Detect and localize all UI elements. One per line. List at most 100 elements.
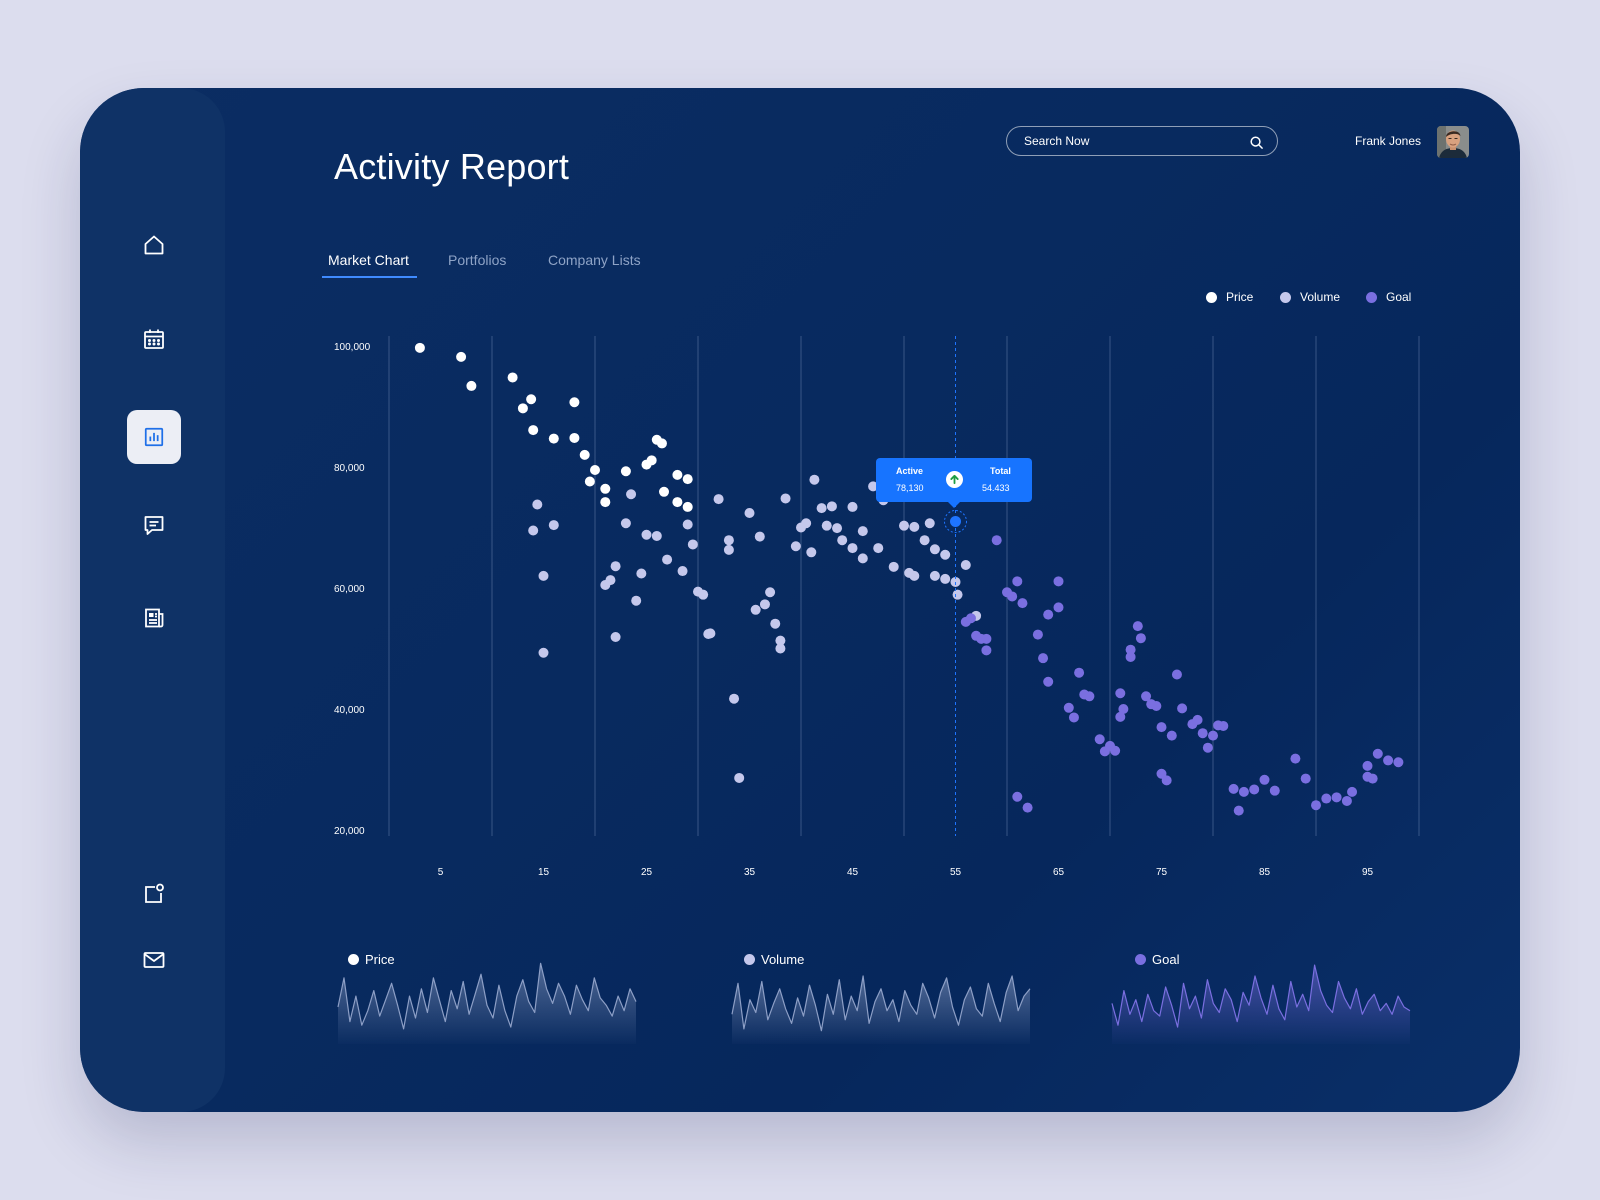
sidebar-item-messages[interactable] — [127, 498, 181, 552]
avatar[interactable] — [1437, 126, 1469, 158]
legend-label-price: Price — [1226, 290, 1254, 304]
sidebar-item-notifications[interactable] — [127, 867, 181, 921]
mini-chart-line-goal — [1111, 964, 1411, 1028]
volume-point — [790, 541, 801, 552]
price-point — [672, 469, 683, 480]
x-tick-label: 85 — [1259, 867, 1271, 878]
mini-chart-area-price — [338, 963, 636, 1044]
tab-market-chart[interactable]: Market Chart — [328, 252, 409, 268]
goal-point — [1228, 783, 1239, 794]
mini-chart-area-goal — [1112, 965, 1410, 1044]
x-tick-label: 15 — [538, 867, 550, 878]
goal-point — [1238, 786, 1249, 797]
goal-point — [1383, 755, 1394, 766]
volume-point — [940, 573, 951, 584]
price-point — [672, 497, 683, 508]
volume-point — [909, 521, 920, 532]
volume-point — [754, 531, 765, 542]
goal-point — [1197, 728, 1208, 739]
x-tick-label: 25 — [641, 867, 653, 878]
goal-point — [1038, 653, 1049, 664]
x-tick-label: 35 — [744, 867, 756, 878]
sidebar-item-calendar[interactable] — [127, 312, 181, 366]
goal-point — [1151, 700, 1162, 711]
goal-point — [1125, 644, 1136, 655]
tab-portfolios[interactable]: Portfolios — [448, 252, 507, 268]
volume-point — [826, 501, 837, 512]
y-tick-label: 80,000 — [334, 463, 365, 474]
volume-point — [775, 635, 786, 646]
price-dot — [348, 954, 359, 965]
volume-point — [744, 507, 755, 518]
dashboard-window: Activity Report Frank Jones Market Chart… — [80, 88, 1520, 1112]
volume-point — [952, 589, 963, 600]
price-point — [682, 501, 693, 512]
price-point — [517, 403, 528, 414]
goal-point — [1053, 602, 1064, 613]
volume-point — [801, 518, 812, 529]
volume-point — [620, 518, 631, 529]
price-point — [656, 438, 667, 449]
legend-label-goal: Goal — [1386, 290, 1412, 304]
volume-point — [940, 549, 951, 560]
goal-point — [1311, 800, 1321, 811]
goal-point — [1022, 802, 1033, 813]
volume-point — [734, 772, 745, 783]
sidebar-item-mail[interactable] — [127, 933, 181, 987]
volume-point — [626, 489, 637, 500]
goal-point — [1177, 703, 1188, 714]
x-tick-label: 55 — [950, 867, 962, 878]
notification-icon — [145, 883, 164, 903]
goal-point — [1141, 691, 1152, 702]
goal-point — [1233, 805, 1244, 816]
volume-point — [610, 632, 621, 643]
volume-point — [888, 561, 899, 572]
goal-point — [1156, 722, 1167, 733]
goal-dot — [1135, 954, 1146, 965]
goal-dot — [1366, 291, 1377, 303]
x-tick-label: 5 — [438, 867, 444, 878]
volume-point — [919, 535, 930, 546]
goal-point — [1362, 760, 1373, 771]
price-point — [456, 351, 467, 362]
mini-chart-title-price: Price — [365, 952, 395, 967]
goal-point — [1259, 774, 1270, 785]
mini-chart-line-price — [337, 962, 637, 1030]
x-tick-label: 65 — [1053, 867, 1065, 878]
sidebar-item-documents[interactable] — [127, 591, 181, 645]
volume-point — [605, 575, 616, 586]
mini-chart-label-goal: Goal — [1135, 952, 1179, 967]
volume-point — [750, 604, 761, 615]
user-name[interactable]: Frank Jones — [1355, 134, 1422, 148]
goal-point — [1007, 591, 1018, 602]
goal-point — [1171, 669, 1182, 680]
price-point — [414, 342, 425, 353]
goal-point — [1372, 748, 1383, 759]
goal-point — [1341, 795, 1352, 806]
sidebar — [80, 88, 225, 1112]
goal-point — [1012, 791, 1023, 802]
goal-point — [1084, 691, 1095, 702]
goal-point — [965, 613, 976, 624]
tab-company-lists[interactable]: Company Lists — [548, 252, 641, 268]
mini-chart-area-volume — [732, 976, 1030, 1044]
volume-point — [868, 481, 879, 492]
search-input[interactable] — [1022, 133, 1246, 149]
volume-point — [775, 643, 786, 654]
scatter-chart: 5 15 25 35 45 55 65 75 85 95 100,000 80,000 60,000 40… — [334, 336, 1420, 1044]
sidebar-item-home[interactable] — [127, 218, 181, 272]
price-point — [526, 394, 537, 405]
search-button[interactable] — [1247, 133, 1265, 151]
volume-point — [899, 520, 909, 531]
sidebar-item-reports[interactable] — [127, 410, 181, 464]
home-icon — [144, 235, 164, 255]
tooltip-total-label: Total — [990, 466, 1011, 476]
highlight-ring — [944, 509, 967, 533]
goal-point — [1290, 753, 1301, 764]
x-tick-label: 75 — [1156, 867, 1168, 878]
price-point — [548, 433, 559, 444]
volume-point — [924, 518, 935, 529]
document-icon — [145, 608, 164, 628]
price-point — [600, 497, 611, 508]
mini-chart-title-volume: Volume — [761, 952, 805, 967]
